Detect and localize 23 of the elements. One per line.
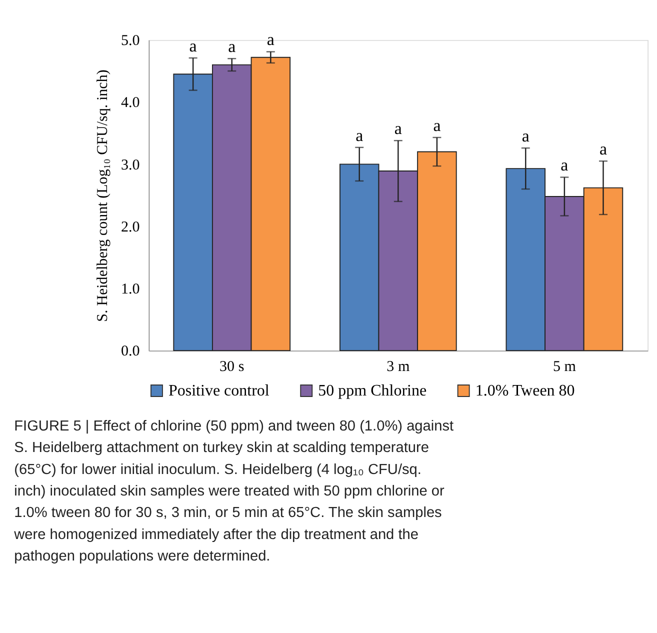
caption: FIGURE 5 | Effect of chlorine (50 ppm) and tween 80 (1.0%) against S. Heidelberg attachment on turkey skin at scalding temperature (65°C) for lower initial inoculum. S. Heidelberg (4 log₁₀ CFU/sq. inch) inoculated skin samples were treated with 50 ppm chlorine or 1.0% tween 80 for 30 s, 3 min, or 5 min at 65°C. The skin samples were homogenized immediately after the dip treatment and the pathogen populations were determined.: [13, 418, 454, 564]
annotation: a: [266, 30, 275, 50]
y-tick-label: 2.0: [120, 219, 140, 236]
y-axis-title: S. Heidelberg count (Log₁₀ CFU/sq. inch): [94, 70, 111, 322]
legend-label: 1.0% Tween 80: [475, 382, 575, 400]
annotation: a: [189, 36, 198, 56]
annotation: a: [228, 36, 236, 56]
x-tick-label: 3 m: [386, 358, 410, 375]
y-tick-label: 3.0: [120, 157, 140, 174]
annotation: a: [394, 119, 402, 138]
annotation: a: [433, 116, 442, 135]
y-tick-label: 5.0: [120, 33, 140, 50]
annotation: a: [356, 126, 364, 145]
legend-label: 50 ppm Chlorine: [318, 382, 427, 400]
annotation: a: [599, 140, 608, 158]
x-tick-label: 30 s: [220, 358, 244, 375]
y-tick-label: 0.0: [120, 344, 140, 360]
annotation: a: [522, 126, 530, 146]
legend-label: Positive control: [168, 382, 270, 400]
annotation: a: [560, 156, 569, 175]
x-tick-label: 5 m: [552, 358, 576, 375]
y-tick-label: 1.0: [120, 282, 140, 298]
y-tick-label: 4.0: [120, 95, 140, 112]
